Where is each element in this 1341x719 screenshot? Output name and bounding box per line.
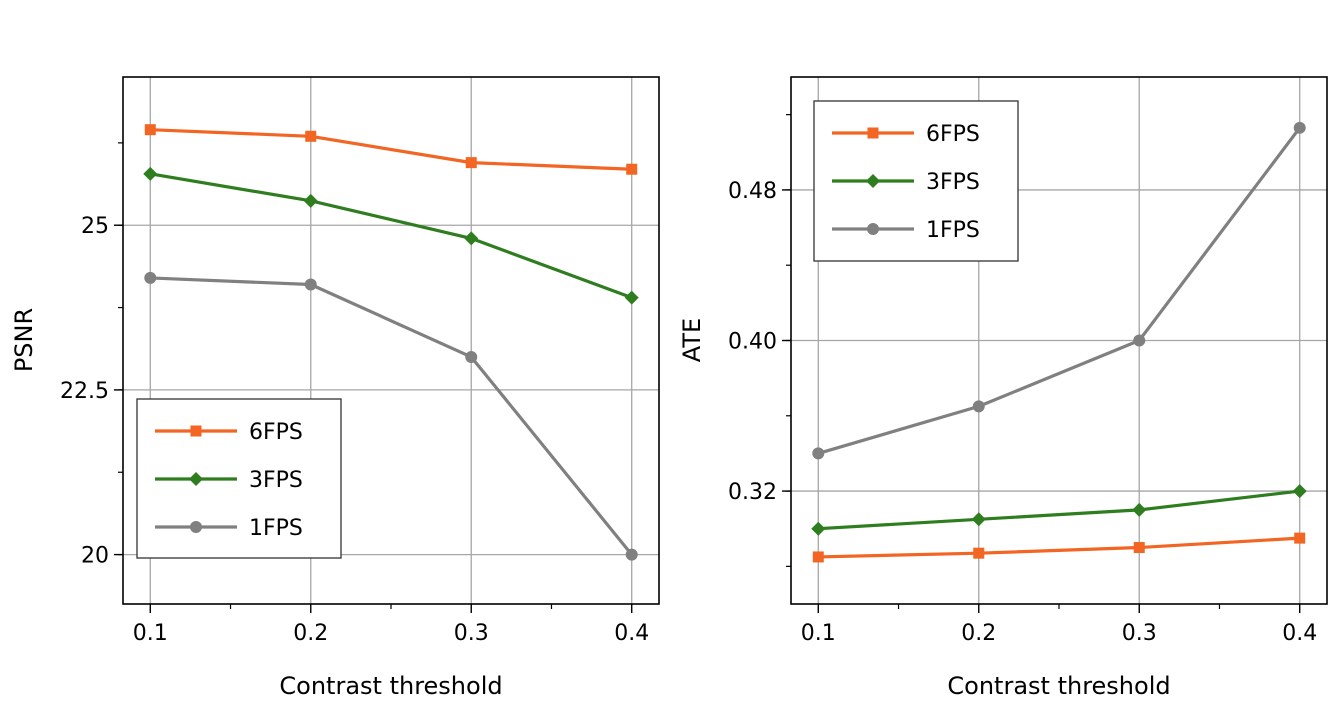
- data-point-1fps-0.4: [1293, 121, 1306, 134]
- data-point-1fps-0.2: [972, 400, 985, 413]
- data-point-1fps-0.4: [625, 548, 638, 561]
- y-tick-label: 0.40: [728, 330, 777, 355]
- legend-label-1fps: 1FPS: [926, 218, 980, 243]
- x-tick-label: 0.3: [1122, 621, 1157, 646]
- data-point-6fps-0.3: [465, 157, 477, 169]
- x-axis-label: Contrast threshold: [947, 672, 1170, 700]
- data-point-3fps-0.1: [811, 521, 826, 536]
- legend-marker-6fps: [867, 127, 879, 139]
- legend-marker-1fps: [867, 223, 879, 235]
- data-point-3fps-0.3: [464, 231, 479, 246]
- data-point-1fps-0.2: [304, 278, 317, 291]
- x-tick-label: 0.4: [614, 621, 649, 646]
- data-point-1fps-0.3: [1133, 334, 1146, 347]
- chart-panel-ate: 0.1 0.2 0.3 0.4 0.32 0.40 0.48 Contrast thresho…: [678, 76, 1328, 700]
- x-tick-label: 0.2: [293, 621, 328, 646]
- data-point-6fps-0.2: [973, 547, 985, 559]
- legend-label-1fps: 1FPS: [249, 516, 303, 541]
- x-tick-label: 0.3: [454, 621, 489, 646]
- data-point-6fps-0.4: [1294, 532, 1306, 544]
- data-point-6fps-0.1: [812, 551, 824, 563]
- y-axis-label: ATE: [678, 318, 706, 362]
- series-line-6fps: [150, 128, 632, 171]
- data-point-6fps-0.4: [626, 163, 638, 175]
- x-axis-label: Contrast threshold: [279, 672, 502, 700]
- x-tick-label: 0.1: [133, 621, 168, 646]
- chart-panel-psnr: 0.1 0.2 0.3 0.4 20 22.5 25 Contrast threshold PS…: [10, 76, 660, 700]
- data-point-6fps-0.3: [1133, 542, 1145, 554]
- legend-label-6fps: 6FPS: [249, 420, 303, 445]
- y-tick-label: 20: [81, 544, 109, 569]
- y-tick-label: 0.32: [728, 480, 777, 505]
- x-tick-label: 0.4: [1282, 621, 1317, 646]
- data-point-3fps-0.2: [303, 193, 318, 208]
- y-tick-label: 0.48: [728, 179, 777, 204]
- legend-marker-6fps: [190, 425, 202, 437]
- data-point-1fps-0.1: [144, 271, 157, 284]
- x-tick-label: 0.2: [961, 621, 996, 646]
- series-line-3fps: [818, 489, 1300, 531]
- data-point-3fps-0.2: [971, 512, 986, 527]
- legend-marker-3fps: [866, 174, 880, 188]
- legend-label-3fps: 3FPS: [249, 468, 303, 493]
- y-tick-label: 22.5: [60, 379, 109, 404]
- data-point-3fps-0.4: [624, 290, 639, 305]
- data-point-3fps-0.4: [1292, 484, 1307, 499]
- y-tick-label: 25: [81, 214, 109, 239]
- series-line-1fps: [150, 276, 633, 556]
- x-tick-label: 0.1: [801, 621, 836, 646]
- data-point-1fps-0.1: [812, 447, 825, 460]
- series-line-6fps: [818, 536, 1300, 559]
- series-line-1fps: [817, 126, 1301, 455]
- legend-label-6fps: 6FPS: [926, 122, 980, 147]
- legend-label-3fps: 3FPS: [926, 170, 980, 195]
- legend-marker-3fps: [189, 472, 203, 486]
- y-axis-label: PSNR: [10, 308, 38, 372]
- legend: 6FPS 3FPS 1FPS: [136, 398, 342, 559]
- data-point-3fps-0.3: [1132, 502, 1147, 517]
- data-point-3fps-0.1: [143, 166, 158, 181]
- legend: 6FPS 3FPS 1FPS: [813, 100, 1019, 262]
- legend-marker-1fps: [190, 521, 202, 533]
- data-point-1fps-0.3: [465, 350, 478, 363]
- data-point-6fps-0.2: [305, 130, 317, 142]
- data-point-6fps-0.1: [144, 124, 156, 136]
- series-line-3fps: [150, 172, 633, 300]
